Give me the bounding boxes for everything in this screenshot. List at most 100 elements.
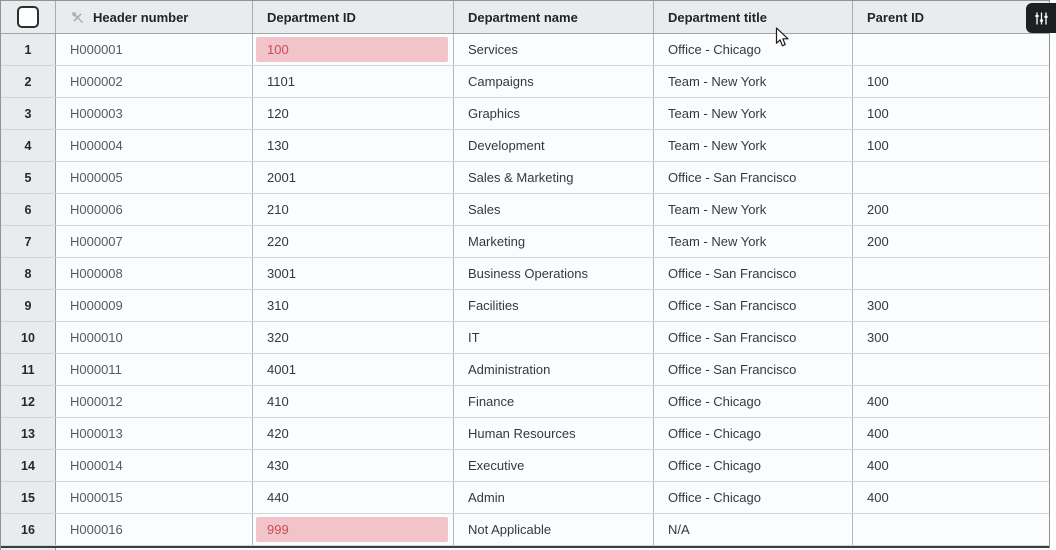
cell-header-number[interactable]: H000007 xyxy=(56,226,253,257)
cell-parent-id[interactable] xyxy=(853,514,1049,545)
cell-department-name[interactable]: Facilities xyxy=(454,290,654,321)
cell-header-number[interactable]: H000014 xyxy=(56,450,253,481)
cell-department-title[interactable]: Office - Chicago xyxy=(654,386,853,417)
cell-department-name[interactable]: Executive xyxy=(454,450,654,481)
cell-header-number[interactable]: H000016 xyxy=(56,514,253,545)
cell-department-title[interactable]: Office - San Francisco xyxy=(654,322,853,353)
row-number-cell[interactable]: 9 xyxy=(1,290,56,321)
cell-parent-id[interactable]: 400 xyxy=(853,482,1049,513)
cell-department-id[interactable]: 4001 xyxy=(253,354,454,385)
cell-parent-id[interactable] xyxy=(853,162,1049,193)
cell-department-name[interactable]: Admin xyxy=(454,482,654,513)
cell-department-id[interactable]: 1101 xyxy=(253,66,454,97)
cell-department-id[interactable]: 120 xyxy=(253,98,454,129)
row-number-cell[interactable]: 2 xyxy=(1,66,56,97)
cell-department-id[interactable]: 440 xyxy=(253,482,454,513)
cell-parent-id[interactable]: 100 xyxy=(853,130,1049,161)
cell-header-number[interactable]: H000013 xyxy=(56,418,253,449)
cell-department-title[interactable]: Team - New York xyxy=(654,130,853,161)
cell-department-name[interactable]: Human Resources xyxy=(454,418,654,449)
cell-department-id[interactable]: 410 xyxy=(253,386,454,417)
cell-department-title[interactable]: Office - Chicago xyxy=(654,482,853,513)
cell-department-title[interactable]: Office - Chicago xyxy=(654,450,853,481)
column-header-header-number[interactable]: Header number xyxy=(56,1,253,33)
cell-parent-id[interactable]: 400 xyxy=(853,386,1049,417)
cell-parent-id[interactable]: 300 xyxy=(853,322,1049,353)
cell-department-id[interactable]: 210 xyxy=(253,194,454,225)
row-number-cell[interactable]: 8 xyxy=(1,258,56,289)
row-number-cell[interactable]: 12 xyxy=(1,386,56,417)
cell-header-number[interactable]: H000001 xyxy=(56,34,253,65)
cell-department-name[interactable]: Services xyxy=(454,34,654,65)
select-all-cell[interactable] xyxy=(1,1,56,33)
row-number-cell[interactable]: 10 xyxy=(1,322,56,353)
cell-department-id[interactable]: 310 xyxy=(253,290,454,321)
cell-department-id[interactable]: 320 xyxy=(253,322,454,353)
select-all-checkbox[interactable] xyxy=(17,6,39,28)
cell-department-title[interactable]: Office - San Francisco xyxy=(654,162,853,193)
cell-header-number[interactable]: H000004 xyxy=(56,130,253,161)
cell-department-title[interactable]: Office - San Francisco xyxy=(654,290,853,321)
cell-department-name[interactable]: IT xyxy=(454,322,654,353)
cell-department-id[interactable]: 3001 xyxy=(253,258,454,289)
cell-department-id[interactable]: 220 xyxy=(253,226,454,257)
column-header-department-title[interactable]: Department title xyxy=(654,1,853,33)
cell-header-number[interactable]: H000008 xyxy=(56,258,253,289)
row-number-cell[interactable]: 3 xyxy=(1,98,56,129)
cell-parent-id[interactable]: 100 xyxy=(853,98,1049,129)
row-number-cell[interactable]: 16 xyxy=(1,514,56,545)
cell-header-number[interactable]: H000003 xyxy=(56,98,253,129)
cell-header-number[interactable]: H000010 xyxy=(56,322,253,353)
cell-header-number[interactable]: H000012 xyxy=(56,386,253,417)
cell-parent-id[interactable]: 400 xyxy=(853,450,1049,481)
cell-department-id[interactable]: 420 xyxy=(253,418,454,449)
cell-department-name[interactable]: Development xyxy=(454,130,654,161)
cell-parent-id[interactable]: 300 xyxy=(853,290,1049,321)
cell-department-id[interactable]: 2001 xyxy=(253,162,454,193)
cell-header-number[interactable]: H000015 xyxy=(56,482,253,513)
cell-department-name[interactable]: Finance xyxy=(454,386,654,417)
cell-header-number[interactable]: H000002 xyxy=(56,66,253,97)
cell-department-name[interactable]: Not Applicable xyxy=(454,514,654,545)
cell-department-title[interactable]: Office - Chicago xyxy=(654,34,853,65)
cell-department-title[interactable]: Team - New York xyxy=(654,66,853,97)
row-number-cell[interactable]: 15 xyxy=(1,482,56,513)
cell-department-name[interactable]: Administration xyxy=(454,354,654,385)
row-number-cell[interactable]: 6 xyxy=(1,194,56,225)
cell-department-name[interactable]: Sales & Marketing xyxy=(454,162,654,193)
column-settings-button[interactable] xyxy=(1026,3,1056,33)
cell-department-id[interactable]: 430 xyxy=(253,450,454,481)
cell-parent-id[interactable]: 400 xyxy=(853,418,1049,449)
row-number-cell[interactable]: 13 xyxy=(1,418,56,449)
row-number-cell[interactable]: 14 xyxy=(1,450,56,481)
cell-department-id[interactable]: 130 xyxy=(253,130,454,161)
cell-header-number[interactable]: H000005 xyxy=(56,162,253,193)
column-header-parent-id[interactable]: Parent ID xyxy=(853,1,1049,33)
cell-parent-id[interactable]: 200 xyxy=(853,194,1049,225)
cell-department-title[interactable]: Team - New York xyxy=(654,194,853,225)
row-number-cell[interactable]: 7 xyxy=(1,226,56,257)
cell-department-title[interactable]: N/A xyxy=(654,514,853,545)
cell-header-number[interactable]: H000009 xyxy=(56,290,253,321)
column-header-department-id[interactable]: Department ID xyxy=(253,1,454,33)
cell-department-name[interactable]: Graphics xyxy=(454,98,654,129)
cell-parent-id[interactable] xyxy=(853,34,1049,65)
cell-department-name[interactable]: Sales xyxy=(454,194,654,225)
cell-department-name[interactable]: Campaigns xyxy=(454,66,654,97)
cell-parent-id[interactable] xyxy=(853,354,1049,385)
column-header-department-name[interactable]: Department name xyxy=(454,1,654,33)
cell-department-title[interactable]: Office - San Francisco xyxy=(654,258,853,289)
cell-header-number[interactable]: H000011 xyxy=(56,354,253,385)
cell-parent-id[interactable]: 100 xyxy=(853,66,1049,97)
cell-department-id[interactable]: 100 xyxy=(253,34,454,65)
cell-department-title[interactable]: Office - Chicago xyxy=(654,418,853,449)
row-number-cell[interactable]: 5 xyxy=(1,162,56,193)
cell-parent-id[interactable]: 200 xyxy=(853,226,1049,257)
cell-department-name[interactable]: Business Operations xyxy=(454,258,654,289)
cell-department-title[interactable]: Team - New York xyxy=(654,226,853,257)
cell-department-id[interactable]: 999 xyxy=(253,514,454,545)
cell-department-name[interactable]: Marketing xyxy=(454,226,654,257)
cell-header-number[interactable]: H000006 xyxy=(56,194,253,225)
row-number-cell[interactable]: 4 xyxy=(1,130,56,161)
cell-department-title[interactable]: Team - New York xyxy=(654,98,853,129)
